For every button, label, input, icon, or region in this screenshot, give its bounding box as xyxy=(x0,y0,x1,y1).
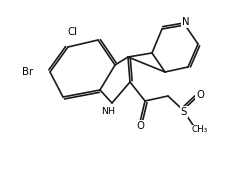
Text: O: O xyxy=(196,90,204,100)
Text: S: S xyxy=(181,107,187,117)
Text: Cl: Cl xyxy=(67,27,77,37)
Text: N: N xyxy=(182,17,190,27)
Text: CH₃: CH₃ xyxy=(192,125,208,135)
Text: Br: Br xyxy=(22,67,34,77)
Text: O: O xyxy=(136,121,144,131)
Text: NH: NH xyxy=(101,108,115,116)
